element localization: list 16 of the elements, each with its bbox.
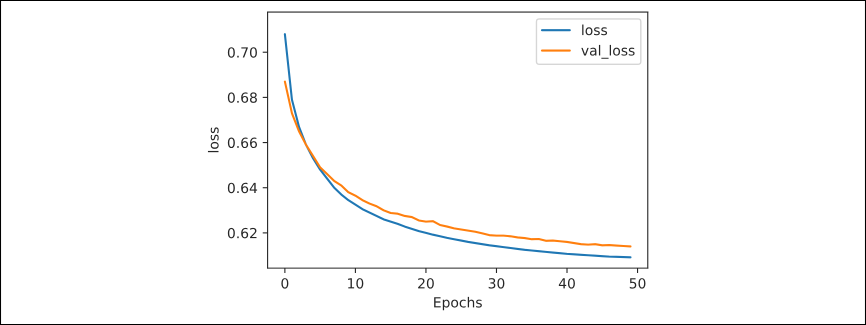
line-series <box>284 80 632 248</box>
x-axis-title: Epochs <box>434 296 482 310</box>
x-tick-label: 50 <box>630 278 646 289</box>
y-axis-title: loss <box>208 127 219 152</box>
y-tick-label: 0.64 <box>228 182 258 194</box>
x-tick-label: 10 <box>348 278 364 289</box>
x-tick-label: 30 <box>488 278 504 289</box>
legend-label: val_loss <box>581 44 635 59</box>
legend-label: loss <box>582 24 608 36</box>
y-tick-label: 0.66 <box>228 138 257 148</box>
y-tick-label: 0.68 <box>228 92 257 103</box>
x-tick-label: 20 <box>418 278 434 289</box>
x-tick-label: 0 <box>281 278 288 289</box>
y-tick-label: 0.70 <box>228 47 257 58</box>
y-tick-label: 0.62 <box>228 228 256 238</box>
x-tick-label: 40 <box>558 278 575 289</box>
